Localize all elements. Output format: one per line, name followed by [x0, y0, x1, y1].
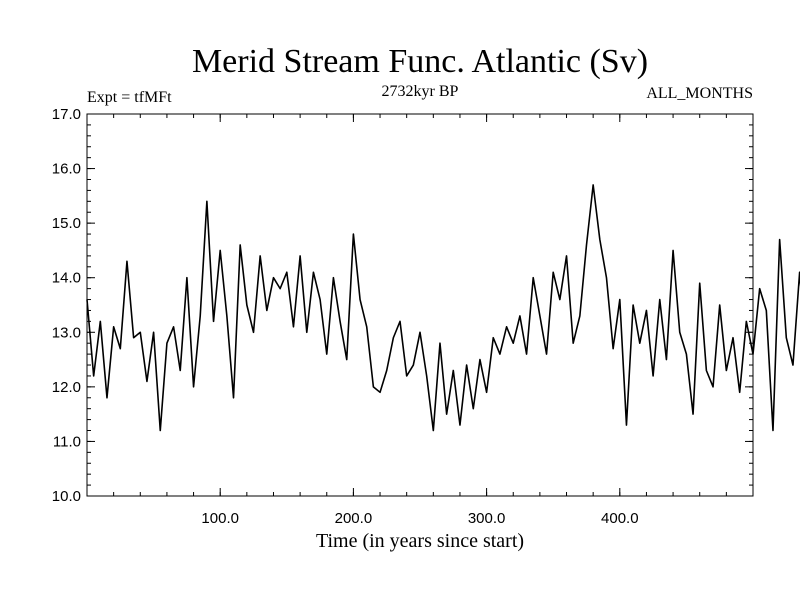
experiment-label: Expt = tfMFt [87, 89, 172, 106]
y-tick-label: 14.0 [52, 270, 81, 287]
y-tick-label: 11.0 [53, 433, 81, 450]
plot-area: 10.0 11.0 12.0 13.0 14.0 15.0 16.0 17.0 100.0 200… [52, 106, 800, 527]
y-tick-label: 10.0 [52, 488, 81, 505]
x-tick-label: 400.0 [601, 510, 639, 527]
x-tick-label: 300.0 [468, 510, 506, 527]
x-axis-title: Time (in years since start) [316, 530, 524, 552]
period-label: 2732kyr BP [382, 83, 459, 100]
y-tick-label: 12.0 [52, 379, 81, 396]
plot-frame [86, 113, 754, 497]
x-tick-label: 100.0 [201, 510, 239, 527]
chart-title: Merid Stream Func. Atlantic (Sv) [192, 43, 648, 80]
y-tick-label: 15.0 [52, 215, 81, 232]
months-label: ALL_MONTHS [646, 85, 753, 102]
x-tick-label: 200.0 [335, 510, 373, 527]
y-tick-label: 17.0 [52, 106, 81, 123]
y-tick-label: 13.0 [52, 324, 81, 341]
series-line [86, 184, 800, 432]
y-tick-label: 16.0 [52, 161, 81, 178]
